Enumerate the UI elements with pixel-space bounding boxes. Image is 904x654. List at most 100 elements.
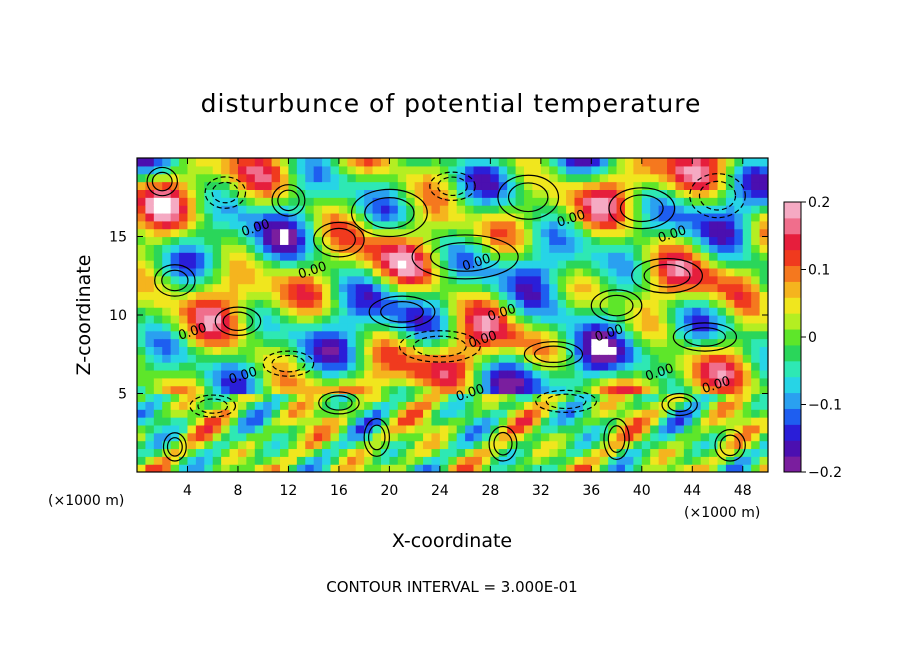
heatmap-cell — [465, 362, 475, 371]
heatmap-cell — [439, 322, 449, 332]
heatmap-cell — [305, 409, 315, 418]
heatmap-cell — [439, 267, 449, 277]
heatmap-cell — [566, 236, 576, 245]
heatmap-cell — [347, 338, 357, 347]
heatmap-cell — [372, 417, 382, 426]
heatmap-cell — [170, 354, 180, 363]
heatmap-cell — [145, 283, 155, 293]
heatmap-cell — [406, 299, 416, 308]
heatmap-cell — [574, 401, 584, 410]
heatmap-cell — [751, 322, 761, 332]
heatmap-cell — [498, 165, 508, 175]
heatmap-cell — [263, 362, 273, 371]
heatmap-cell — [145, 432, 155, 442]
heatmap-cell — [322, 244, 332, 253]
heatmap-cell — [246, 291, 256, 300]
heatmap-cell — [431, 315, 441, 324]
heatmap-cell — [667, 377, 677, 387]
heatmap-cell — [322, 322, 332, 332]
heatmap-cell — [305, 307, 315, 316]
heatmap-cell — [490, 299, 500, 308]
heatmap-cell — [330, 291, 340, 300]
heatmap-cell — [624, 291, 634, 300]
heatmap-cell — [608, 299, 618, 308]
heatmap-cell — [448, 354, 458, 363]
heatmap-cell — [280, 448, 290, 457]
heatmap-cell — [709, 377, 719, 387]
heatmap-cell — [641, 220, 651, 230]
heatmap-cell — [582, 448, 592, 457]
heatmap-cell — [145, 260, 155, 269]
heatmap-cell — [237, 291, 247, 300]
heatmap-cell — [313, 252, 323, 261]
heatmap-cell — [566, 299, 576, 308]
heatmap-cell — [566, 181, 576, 190]
heatmap-cell — [717, 338, 727, 347]
heatmap-cell — [347, 260, 357, 269]
heatmap-cell — [145, 158, 155, 167]
heatmap-cell — [380, 220, 390, 230]
plot-area: 0.000.000.000.000.000.000.000.000.000.00… — [137, 158, 768, 472]
heatmap-cell — [313, 299, 323, 308]
heatmap-cell — [599, 322, 609, 332]
heatmap-cell — [582, 291, 592, 300]
heatmap-cell — [448, 252, 458, 261]
heatmap-cell — [237, 424, 247, 434]
heatmap-cell — [481, 401, 491, 410]
heatmap-cell — [667, 338, 677, 347]
heatmap-cell — [137, 346, 147, 355]
x-tick-label: 32 — [532, 483, 550, 499]
heatmap-cell — [145, 401, 155, 410]
heatmap-cell — [465, 315, 475, 324]
heatmap-cell — [540, 220, 550, 230]
heatmap-cell — [288, 322, 298, 332]
heatmap-cell — [380, 338, 390, 347]
heatmap-cell — [742, 205, 752, 214]
heatmap-cell — [204, 212, 214, 222]
heatmap-cell — [481, 228, 491, 238]
heatmap-cell — [137, 417, 147, 426]
heatmap-cell — [709, 228, 719, 238]
heatmap-cell — [742, 385, 752, 395]
heatmap-cell — [372, 369, 382, 379]
heatmap-cell — [633, 322, 643, 332]
heatmap-cell — [481, 440, 491, 450]
heatmap-cell — [532, 275, 542, 285]
heatmap-cell — [246, 173, 256, 183]
heatmap-cell — [591, 338, 601, 347]
heatmap-cell — [355, 377, 365, 387]
heatmap-cell — [288, 244, 298, 253]
heatmap-cell — [179, 401, 189, 410]
heatmap-cell — [397, 197, 407, 206]
heatmap-cell — [322, 181, 332, 190]
heatmap-cell — [431, 181, 441, 190]
heatmap-cell — [305, 330, 315, 340]
heatmap-cell — [322, 424, 332, 434]
heatmap-cell — [524, 173, 534, 183]
heatmap-cell — [397, 338, 407, 347]
heatmap-cell — [397, 448, 407, 457]
heatmap-cell — [650, 448, 660, 457]
heatmap-cell — [313, 260, 323, 269]
heatmap-cell — [616, 338, 626, 347]
heatmap-cell — [263, 393, 273, 402]
heatmap-cell — [624, 158, 634, 167]
heatmap-cell — [574, 275, 584, 285]
heatmap-cell — [515, 369, 525, 379]
heatmap-cell — [515, 228, 525, 238]
heatmap-cell — [162, 205, 172, 214]
heatmap-cell — [490, 275, 500, 285]
contour-line — [364, 197, 415, 229]
colorbar-swatch — [784, 329, 801, 346]
heatmap-cell — [481, 189, 491, 198]
heatmap-cell — [137, 432, 147, 442]
heatmap-cell — [759, 212, 768, 222]
heatmap-cell — [397, 424, 407, 434]
heatmap-cell — [633, 330, 643, 340]
heatmap-cell — [490, 220, 500, 230]
contour-line — [411, 234, 519, 280]
heatmap-cell — [414, 456, 424, 465]
heatmap-cell — [700, 181, 710, 190]
contour-line — [437, 176, 468, 197]
heatmap-cell — [355, 315, 365, 324]
